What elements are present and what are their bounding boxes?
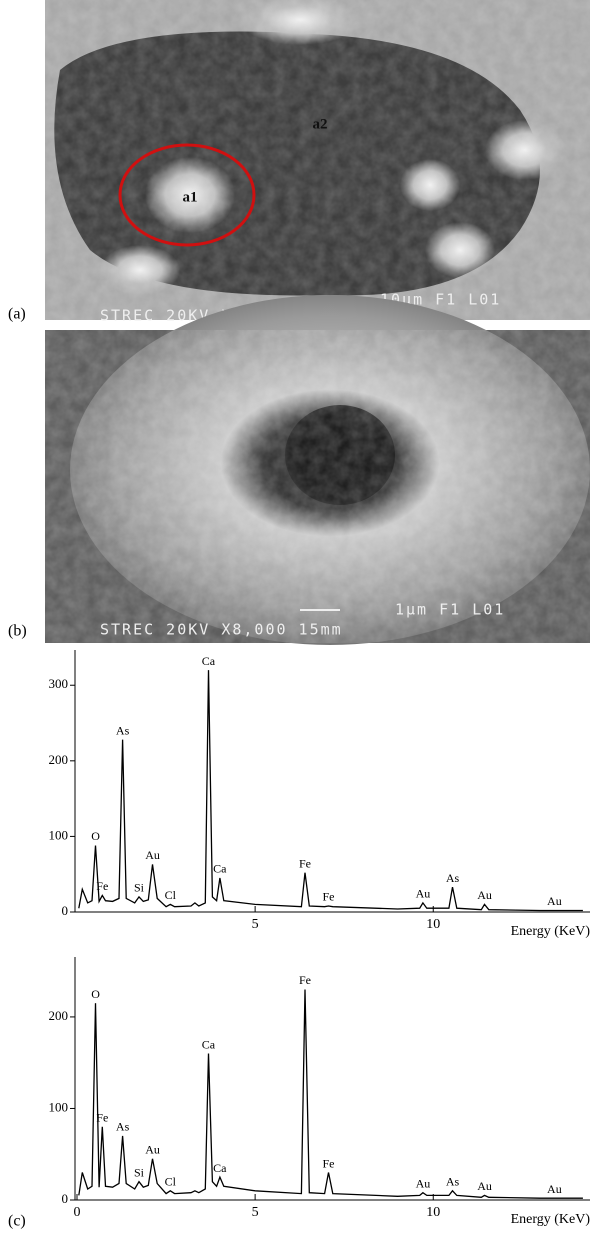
y-tick-label: 300 <box>49 676 69 691</box>
peak-label: Si <box>134 1165 145 1179</box>
spectrum-line <box>78 989 583 1199</box>
peak-label: O <box>91 987 100 1001</box>
peak-label: Si <box>134 881 145 895</box>
peak-label: Fe <box>323 1156 335 1170</box>
peak-label: As <box>446 1175 460 1189</box>
peak-label: Cl <box>165 888 177 902</box>
x-axis-label: Energy (KeV) <box>511 1212 591 1227</box>
peak-label: Au <box>416 1176 431 1190</box>
region-label: a1 <box>183 189 198 205</box>
y-tick-label: 100 <box>49 827 69 842</box>
peak-label: Fe <box>299 856 311 870</box>
region-label: a2 <box>313 116 328 132</box>
sem-image-a: a1 a2 10µm F1 L01 STREC 20KV X1,000 15mm <box>45 0 590 325</box>
x-tick-label: 5 <box>252 917 259 932</box>
peak-label: Fe <box>96 1111 108 1125</box>
x-tick-label: 0 <box>74 1205 81 1220</box>
y-tick-label: 200 <box>49 1008 69 1023</box>
peak-label: As <box>116 723 130 737</box>
peak-label: Ca <box>202 654 216 668</box>
scale-text: 1µm F1 L01 <box>395 601 505 619</box>
y-tick-label: 0 <box>62 903 69 918</box>
x-tick-label: 10 <box>426 1205 440 1220</box>
peak-label: Au <box>477 888 492 902</box>
peak-label: Ca <box>213 1161 227 1175</box>
peak-label: As <box>116 1120 130 1134</box>
peak-label: O <box>91 829 100 843</box>
peak-label: Au <box>145 848 160 862</box>
peak-label: As <box>446 871 460 885</box>
peak-label: Au <box>416 887 431 901</box>
x-tick-label: 5 <box>252 1205 259 1220</box>
info-text: STREC 20KV X8,000 15mm <box>100 621 343 639</box>
peak-label: Cl <box>165 1175 177 1189</box>
peak-label: Fe <box>299 973 311 987</box>
panel-label: (b) <box>8 623 27 640</box>
peak-label: Ca <box>202 1037 216 1051</box>
panel-label: (c) <box>8 1213 26 1230</box>
y-tick-label: 200 <box>49 752 69 767</box>
x-tick-label: 10 <box>426 917 440 932</box>
peak-label: Fe <box>323 890 335 904</box>
y-tick-label: 0 <box>62 1191 69 1206</box>
peak-label: Fe <box>96 879 108 893</box>
spectrum-line <box>78 670 583 912</box>
peak-label: Au <box>477 1179 492 1193</box>
x-axis-label: Energy (KeV) <box>511 924 591 939</box>
sem-image-b: 1µm F1 L01 STREC 20KV X8,000 15mm <box>45 295 590 645</box>
panel-label: (a) <box>8 306 26 323</box>
y-tick-label: 100 <box>49 1099 69 1114</box>
peak-label: Au <box>547 1182 562 1196</box>
peak-label: Au <box>145 1143 160 1157</box>
peak-label: Ca <box>213 862 227 876</box>
peak-label: Au <box>547 894 562 908</box>
